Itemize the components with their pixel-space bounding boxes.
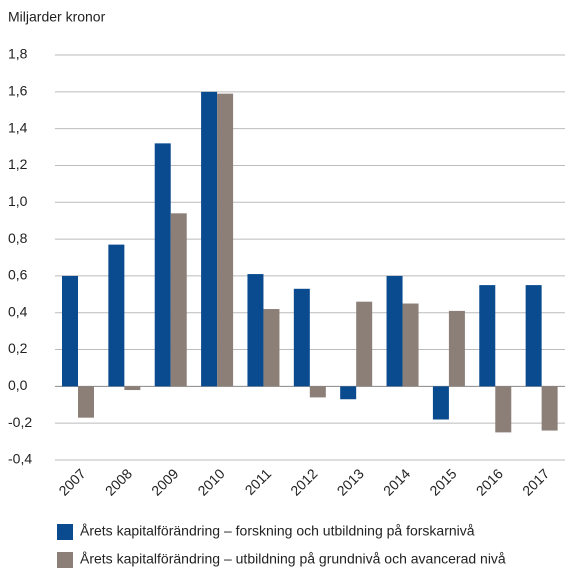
- legend-label: Årets kapitalförändring – forskning och …: [80, 523, 475, 539]
- bar: [170, 213, 187, 387]
- bar: [356, 301, 373, 387]
- bar: [247, 274, 264, 387]
- bar: [124, 386, 141, 391]
- legend-swatch: [57, 552, 73, 568]
- bar: [340, 386, 357, 400]
- x-tick-label: 2016: [473, 465, 506, 498]
- bar: [386, 275, 403, 387]
- bar: [525, 285, 542, 387]
- bar: [402, 303, 419, 387]
- y-tick-label: 1,2: [8, 156, 28, 172]
- x-tick-label: 2008: [102, 465, 135, 498]
- x-tick-label: 2013: [334, 465, 367, 498]
- x-tick-label: 2012: [287, 465, 320, 498]
- bar: [201, 91, 218, 387]
- bar: [479, 285, 496, 387]
- y-tick-label: 0,4: [8, 303, 28, 319]
- y-tick-label: 0,2: [8, 340, 28, 356]
- legend-label: Årets kapitalförändring – utbildning på …: [80, 551, 506, 567]
- y-tick-label: 1,0: [8, 193, 28, 209]
- bar: [62, 275, 78, 387]
- y-tick-label: -0,2: [8, 414, 32, 430]
- x-tick-label: 2014: [380, 465, 413, 498]
- y-tick-label: 0,0: [8, 377, 28, 393]
- bar: [432, 386, 449, 420]
- x-tick-label: 2010: [194, 465, 227, 498]
- x-tick-label: 2017: [519, 465, 552, 498]
- y-tick-label: 1,6: [8, 83, 28, 99]
- bar: [217, 93, 234, 387]
- bar: [495, 386, 512, 433]
- y-tick-label: 0,8: [8, 230, 28, 246]
- y-tick-label: 1,8: [8, 46, 28, 62]
- x-tick-label: 2011: [242, 465, 275, 498]
- y-tick-label: -0,4: [8, 451, 32, 467]
- y-tick-label: 1,4: [8, 119, 28, 135]
- x-tick-label: 2009: [148, 465, 181, 498]
- y-tick-label: 0,6: [8, 267, 28, 283]
- bar: [309, 386, 326, 398]
- bar: [154, 143, 171, 387]
- bar: [108, 244, 125, 387]
- bar: [448, 310, 465, 387]
- bar: [263, 309, 280, 387]
- bar: [541, 386, 558, 431]
- bar: [78, 386, 94, 418]
- x-tick-label: 2015: [426, 465, 459, 498]
- x-tick-label: 2007: [55, 465, 88, 498]
- bar: [293, 288, 310, 387]
- legend-swatch: [57, 524, 73, 540]
- y-axis-label: Miljarder kronor: [8, 9, 106, 25]
